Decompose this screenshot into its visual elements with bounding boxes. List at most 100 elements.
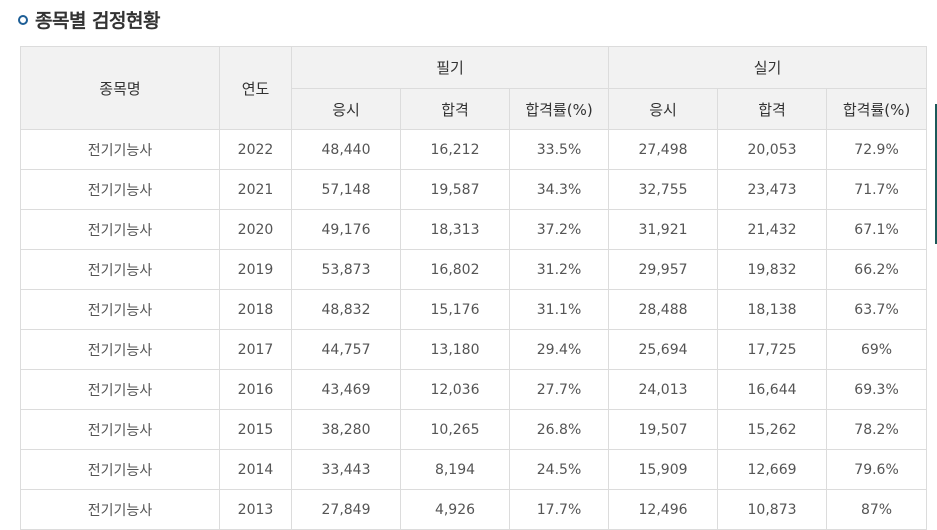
cell-written-applicants: 38,280: [291, 409, 401, 450]
cell-practical-passed: 23,473: [717, 169, 828, 210]
cell-written-applicants: 57,148: [291, 169, 401, 210]
cell-written-rate: 37.2%: [508, 209, 610, 250]
section-heading: 종목별 검정현황: [18, 6, 160, 32]
cell-subject: 전기기능사: [20, 489, 220, 530]
cell-year: 2016: [219, 369, 292, 410]
cell-subject: 전기기능사: [20, 369, 220, 410]
cell-practical-rate: 87%: [826, 489, 928, 530]
exam-stats-table: 종목명 연도 필기 실기 응시 합격 합격률(%) 응시 합격 합격률(%) 전…: [20, 46, 928, 530]
cell-practical-passed: 15,262: [717, 409, 828, 450]
cell-year: 2018: [219, 289, 292, 330]
cell-practical-applicants: 32,755: [608, 169, 719, 210]
table-row: 전기기능사 2017 44,757 13,180 29.4% 25,694 17…: [20, 329, 928, 370]
cell-year: 2019: [219, 249, 292, 290]
cell-year: 2014: [219, 449, 292, 490]
cell-year: 2015: [219, 409, 292, 450]
cell-subject: 전기기능사: [20, 169, 220, 210]
header-practical-pass-rate: 합격률(%): [826, 88, 928, 130]
table-row: 전기기능사 2015 38,280 10,265 26.8% 19,507 15…: [20, 409, 928, 450]
cell-written-passed: 10,265: [400, 409, 510, 450]
cell-practical-rate: 69%: [826, 329, 928, 370]
cell-written-applicants: 53,873: [291, 249, 401, 290]
cell-practical-passed: 21,432: [717, 209, 828, 250]
header-practical: 실기: [608, 46, 928, 89]
cell-practical-applicants: 27,498: [608, 129, 719, 170]
table-row: 전기기능사 2018 48,832 15,176 31.1% 28,488 18…: [20, 289, 928, 330]
scrollbar-thumb[interactable]: [935, 104, 937, 244]
cell-practical-passed: 10,873: [717, 489, 828, 530]
cell-written-rate: 24.5%: [508, 449, 610, 490]
cell-written-passed: 18,313: [400, 209, 510, 250]
cell-year: 2021: [219, 169, 292, 210]
circle-bullet-icon: [18, 15, 28, 25]
cell-written-rate: 31.1%: [508, 289, 610, 330]
cell-written-rate: 27.7%: [508, 369, 610, 410]
cell-practical-rate: 72.9%: [826, 129, 928, 170]
cell-written-rate: 31.2%: [508, 249, 610, 290]
table-row: 전기기능사 2020 49,176 18,313 37.2% 31,921 21…: [20, 209, 928, 250]
cell-practical-passed: 16,644: [717, 369, 828, 410]
cell-practical-applicants: 29,957: [608, 249, 719, 290]
cell-written-passed: 19,587: [400, 169, 510, 210]
cell-written-applicants: 48,440: [291, 129, 401, 170]
cell-written-applicants: 48,832: [291, 289, 401, 330]
cell-written-applicants: 49,176: [291, 209, 401, 250]
header-practical-passed: 합격: [717, 88, 828, 130]
cell-written-rate: 29.4%: [508, 329, 610, 370]
header-year: 연도: [219, 46, 292, 130]
cell-practical-passed: 17,725: [717, 329, 828, 370]
cell-written-rate: 26.8%: [508, 409, 610, 450]
table-row: 전기기능사 2021 57,148 19,587 34.3% 32,755 23…: [20, 169, 928, 210]
cell-practical-rate: 69.3%: [826, 369, 928, 410]
cell-year: 2013: [219, 489, 292, 530]
cell-practical-rate: 71.7%: [826, 169, 928, 210]
cell-practical-applicants: 12,496: [608, 489, 719, 530]
cell-practical-applicants: 15,909: [608, 449, 719, 490]
cell-practical-applicants: 28,488: [608, 289, 719, 330]
cell-written-rate: 17.7%: [508, 489, 610, 530]
cell-subject: 전기기능사: [20, 329, 220, 370]
cell-practical-passed: 18,138: [717, 289, 828, 330]
cell-subject: 전기기능사: [20, 449, 220, 490]
cell-practical-passed: 12,669: [717, 449, 828, 490]
cell-practical-rate: 79.6%: [826, 449, 928, 490]
cell-practical-passed: 20,053: [717, 129, 828, 170]
cell-practical-applicants: 24,013: [608, 369, 719, 410]
cell-written-passed: 4,926: [400, 489, 510, 530]
cell-written-applicants: 44,757: [291, 329, 401, 370]
cell-practical-rate: 63.7%: [826, 289, 928, 330]
table-row: 전기기능사 2014 33,443 8,194 24.5% 15,909 12,…: [20, 449, 928, 490]
cell-subject: 전기기능사: [20, 409, 220, 450]
cell-written-passed: 8,194: [400, 449, 510, 490]
cell-subject: 전기기능사: [20, 249, 220, 290]
table-row: 전기기능사 2016 43,469 12,036 27.7% 24,013 16…: [20, 369, 928, 410]
header-practical-applicants: 응시: [608, 88, 719, 130]
table-row: 전기기능사 2013 27,849 4,926 17.7% 12,496 10,…: [20, 489, 928, 530]
cell-subject: 전기기능사: [20, 209, 220, 250]
cell-year: 2020: [219, 209, 292, 250]
cell-practical-rate: 78.2%: [826, 409, 928, 450]
cell-written-passed: 13,180: [400, 329, 510, 370]
cell-year: 2017: [219, 329, 292, 370]
header-written-applicants: 응시: [291, 88, 401, 130]
cell-practical-applicants: 31,921: [608, 209, 719, 250]
cell-written-applicants: 43,469: [291, 369, 401, 410]
header-subject: 종목명: [20, 46, 220, 130]
cell-written-applicants: 27,849: [291, 489, 401, 530]
cell-practical-applicants: 25,694: [608, 329, 719, 370]
cell-year: 2022: [219, 129, 292, 170]
table-row: 전기기능사 2019 53,873 16,802 31.2% 29,957 19…: [20, 249, 928, 290]
cell-subject: 전기기능사: [20, 289, 220, 330]
cell-written-applicants: 33,443: [291, 449, 401, 490]
cell-practical-rate: 67.1%: [826, 209, 928, 250]
cell-written-passed: 16,212: [400, 129, 510, 170]
header-row-sub: 응시 합격 합격률(%) 응시 합격 합격률(%): [21, 88, 928, 130]
cell-practical-rate: 66.2%: [826, 249, 928, 290]
cell-written-rate: 33.5%: [508, 129, 610, 170]
cell-written-passed: 16,802: [400, 249, 510, 290]
table-row: 전기기능사 2022 48,440 16,212 33.5% 27,498 20…: [20, 129, 928, 170]
header-row-group: 종목명 연도 필기 실기: [20, 46, 928, 130]
cell-written-passed: 12,036: [400, 369, 510, 410]
page-title: 종목별 검정현황: [35, 9, 160, 32]
header-written: 필기: [290, 46, 610, 89]
